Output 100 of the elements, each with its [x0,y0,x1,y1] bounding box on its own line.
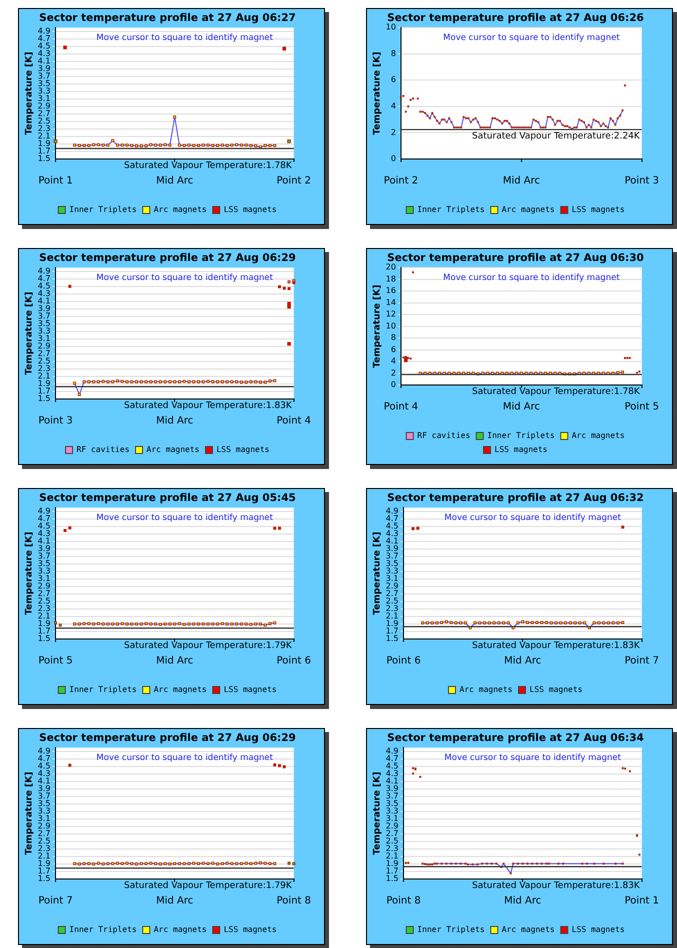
y-tick-label: 3.7 [386,551,399,560]
y-tick-label: 1.7 [386,866,399,876]
ref-line-label: Saturated Vapour Temperature:1.83K [124,400,293,411]
y-tick-label: 10 [386,22,396,32]
legend-label: Inner Triplets [69,685,137,694]
y-tick-label: 2.5 [38,596,51,606]
x-tick-label: Point 1 [38,176,73,187]
y-tick-label: 3.5 [386,558,399,568]
y-tick-label: 4.1 [38,296,51,306]
legend-label: Arc magnets [502,925,555,934]
y-tick-label: 4.9 [38,26,51,36]
x-tick-label: Mid Arc [156,896,194,907]
y-tick-label: 3.5 [38,558,51,568]
y-tick-label: 4.3 [386,528,399,538]
y-tick-label: 16 [386,286,396,296]
ref-line-label: Saturated Vapour Temperature:1.78K [124,160,293,171]
y-tick-label: 4.7 [38,514,51,523]
y-tick-label: 2.5 [38,836,51,846]
y-tick-label: 3.5 [38,798,51,808]
y-tick-label: 4.9 [38,266,51,276]
y-tick-label: 4.5 [386,761,399,770]
y-axis-title: Temperature [K] [372,772,383,855]
y-tick-label: 3.3 [38,86,51,96]
x-tick-label: Point 6 [276,656,311,667]
legend-label: Arc magnets [460,685,513,694]
y-tick-label: 1.9 [38,379,51,388]
y-tick-label: 2.3 [38,364,51,374]
y-tick-label: 4.3 [38,288,51,298]
y-tick-label: 2.7 [386,589,399,598]
legend-label: RF cavities [76,445,130,454]
y-tick-label: 4.7 [386,514,399,523]
y-tick-label: 1.9 [38,139,51,148]
y-tick-label: 2.3 [38,124,51,134]
x-tick-label: Point 8 [276,896,311,907]
y-tick-label: 14 [386,298,396,307]
y-axis-title: Temperature [K] [24,52,35,135]
y-tick-label: 4.1 [38,536,51,546]
x-tick-label: Mid Arc [502,176,540,187]
y-tick-label: 3.1 [38,574,51,584]
y-tick-label: 2.1 [38,372,51,381]
x-tick-label: Point 3 [624,176,659,187]
ref-line-label: Saturated Vapour Temperature:1.79K [124,880,293,891]
legend-label: Inner Triplets [417,205,485,214]
y-tick-label: 2.3 [386,844,399,854]
legend-label: Inner Triplets [417,925,485,934]
y-tick-label: 1.5 [38,154,51,164]
x-tick-label: Point 4 [276,416,311,427]
y-tick-label: 2.9 [386,582,399,591]
x-tick-label: Point 1 [624,896,659,907]
x-tick-label: Point 2 [384,176,418,187]
x-tick-label: Point 5 [624,402,659,413]
y-tick-label: 2.5 [38,116,51,126]
y-tick-label: 2.5 [386,596,399,606]
y-tick-label: 4.3 [38,48,51,58]
y-axis-title: Temperature [K] [372,52,383,135]
legend-label: Arc magnets [146,445,200,454]
legend-label: LSS magnets [224,205,277,214]
legend-label: Arc magnets [502,205,555,214]
y-tick-label: 4.7 [38,754,51,763]
y-tick-label: 2.1 [38,612,51,621]
x-tick-label: Point 5 [38,656,73,667]
y-tick-label: 3.1 [386,574,399,584]
x-tick-label: Mid Arc [156,656,194,667]
ref-line-label: Saturated Vapour Temperature:1.83K [472,640,641,651]
ref-line-label: Saturated Vapour Temperature:1.78K [472,386,641,397]
y-tick-label: 2.5 [386,836,399,846]
y-axis-title: Temperature [K] [372,284,383,368]
legend-label: LSS magnets [530,685,583,694]
x-tick-label: Mid Arc [504,656,542,667]
y-tick-label: 2.9 [38,822,51,831]
y-tick-label: 4.1 [38,776,51,786]
legend-label: LSS magnets [572,925,625,934]
y-tick-label: 4.5 [38,41,51,50]
y-tick-label: 2.1 [38,852,51,861]
x-tick-label: Mid Arc [156,416,194,427]
legend-label: Inner Triplets [69,205,137,214]
y-tick-label: 6 [390,75,396,84]
y-tick-label: 12 [386,310,396,319]
y-tick-label: 3.7 [38,791,51,800]
y-tick-label: 4.5 [38,521,51,530]
legend-label: Arc magnets [154,925,207,934]
annotation: Move cursor to square to identify magnet [96,273,274,284]
y-tick-label: 3.9 [386,784,399,793]
y-tick-label: 3.5 [386,798,399,808]
y-tick-label: 4.9 [386,506,399,516]
y-tick-label: 3.1 [38,334,51,344]
y-tick-label: 2.7 [38,109,51,118]
legend-label: LSS magnets [224,925,277,934]
y-tick-label: 1.7 [38,386,51,396]
y-tick-label: 1.5 [38,394,51,404]
x-tick-label: Point 8 [386,896,421,907]
annotation: Move cursor to square to identify magnet [443,273,620,284]
y-tick-label: 4.1 [386,776,399,786]
y-tick-label: 2.9 [386,822,399,831]
y-tick-label: 3.9 [38,544,51,553]
y-tick-label: 3.9 [38,784,51,793]
y-tick-label: 1.5 [38,634,51,644]
x-tick-label: Point 7 [624,656,659,667]
y-tick-label: 2.9 [38,342,51,351]
annotation: Move cursor to square to identify magnet [444,513,622,524]
